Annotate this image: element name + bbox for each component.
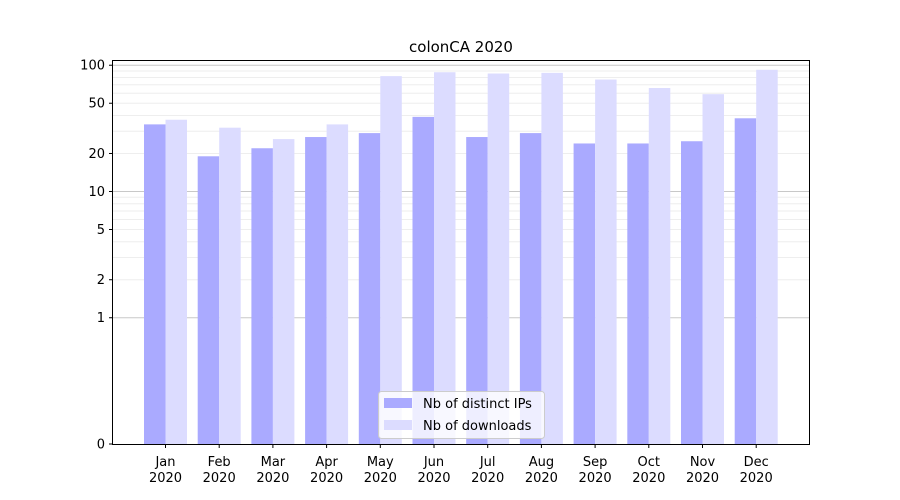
x-tick-label-month: Apr [315, 455, 338, 470]
legend-box [378, 391, 545, 439]
plot-frame [112, 60, 810, 445]
bar-downloads-oct [648, 88, 671, 445]
y-tick-label: 2 [97, 273, 105, 288]
x-tick-label-year: 2020 [632, 471, 665, 486]
legend-label-downloads: Nb of downloads [423, 419, 532, 434]
y-tick-label: 50 [88, 97, 105, 112]
bar-downloads-jan [165, 119, 187, 445]
bar-distinct-ips-dec [734, 118, 757, 445]
x-tick-label-month: Mar [261, 455, 286, 470]
chart-title: colonCA 2020 [409, 38, 513, 56]
bar-downloads-sep [595, 79, 617, 444]
x-tick-label-year: 2020 [579, 471, 612, 486]
x-tick-label-year: 2020 [149, 471, 182, 486]
x-tick-label-year: 2020 [417, 471, 450, 486]
x-tick-label-year: 2020 [310, 471, 343, 486]
x-tick-label-year: 2020 [525, 471, 558, 486]
x-tick-label-month: Oct [638, 455, 660, 470]
x-tick-label-month: Jul [479, 455, 496, 470]
y-tick-label: 0 [97, 438, 105, 453]
bar-downloads-dec [756, 69, 778, 445]
x-tick-label-year: 2020 [364, 471, 397, 486]
bar-downloads-nov [702, 94, 724, 445]
bar-distinct-ips-may [358, 133, 381, 445]
bar-distinct-ips-sep [573, 143, 596, 444]
bar-downloads-apr [326, 124, 349, 444]
bar-distinct-ips-jan [144, 124, 166, 444]
y-tick-label: 5 [97, 223, 105, 238]
bar-downloads-aug [541, 72, 563, 444]
x-tick-label-year: 2020 [740, 471, 773, 486]
x-axis: Jan2020Feb2020Mar2020Apr2020May2020Jun20… [149, 444, 773, 486]
x-tick-label-month: Sep [583, 455, 608, 470]
legend-swatch-distinct-ips [384, 398, 412, 408]
legend-swatch-downloads [384, 420, 412, 430]
y-tick-label: 100 [80, 59, 105, 74]
y-axis: 0 1 2 5 10 20 50 100 [80, 59, 113, 453]
bar-distinct-ips-apr [305, 137, 327, 444]
bars [144, 69, 778, 445]
bar-distinct-ips-jul [466, 137, 488, 444]
bar-distinct-ips-jun [412, 116, 434, 445]
bar-downloads-may [380, 76, 402, 444]
bar-distinct-ips-mar [251, 148, 273, 444]
legend: Nb of distinct IPs Nb of downloads [378, 391, 545, 439]
y-tick-label: 20 [88, 147, 105, 162]
x-tick-label-year: 2020 [203, 471, 236, 486]
x-tick-label-month: Feb [208, 455, 231, 470]
x-tick-label-month: Nov [690, 455, 716, 470]
x-tick-label-month: Dec [744, 455, 769, 470]
bar-downloads-feb [219, 127, 241, 445]
y-tick-label: 10 [88, 185, 105, 200]
bar-downloads-mar [272, 139, 295, 444]
bar-distinct-ips-nov [681, 141, 703, 444]
x-tick-label-month: May [367, 455, 394, 470]
x-tick-label-month: Aug [529, 455, 554, 470]
bar-downloads-jun [434, 72, 456, 444]
bar-distinct-ips-aug [519, 133, 542, 445]
bar-downloads-jul [487, 73, 510, 444]
x-tick-label-year: 2020 [256, 471, 289, 486]
bar-distinct-ips-feb [197, 156, 220, 444]
x-tick-label-year: 2020 [686, 471, 719, 486]
y-tick-label: 1 [97, 311, 105, 326]
x-tick-label-year: 2020 [471, 471, 504, 486]
bar-distinct-ips-oct [627, 143, 649, 444]
x-tick-label-month: Jun [423, 455, 444, 470]
legend-label-distinct-ips: Nb of distinct IPs [423, 397, 532, 412]
x-tick-label-month: Jan [154, 455, 175, 470]
